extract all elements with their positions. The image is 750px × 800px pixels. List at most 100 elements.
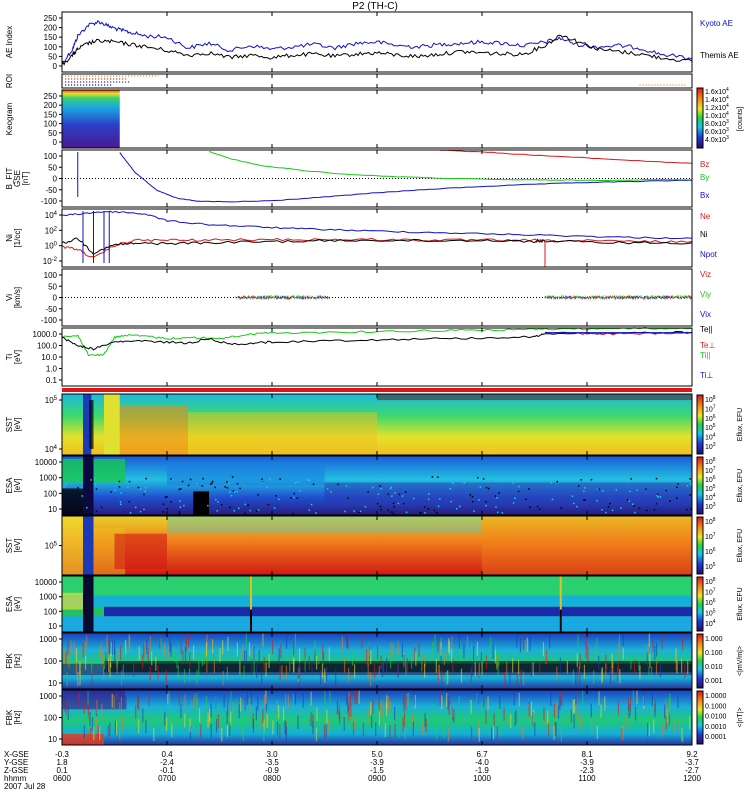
x-axis-row-label: Z-GSE — [4, 766, 28, 775]
density-panel-ytick-label: 102 — [45, 226, 58, 235]
esa-ion-noise — [501, 512, 504, 514]
fbk-e-stripe — [278, 648, 280, 663]
esa-ion-noise — [144, 490, 146, 493]
fbk-b-stripe — [164, 711, 166, 726]
fbk-b-stripe — [446, 693, 448, 708]
fbk-e-stripe — [529, 637, 531, 652]
fbk-b-stripe — [205, 696, 208, 711]
fbk-e-stripe — [222, 640, 224, 655]
fbk-e-stripe — [119, 646, 122, 661]
fbk-b-stripe — [302, 693, 304, 708]
esa-ion-noise — [495, 506, 497, 508]
fbk-b-stripe — [596, 725, 598, 740]
esa-ion-noise — [236, 483, 239, 485]
fbk-e-stripe — [82, 643, 84, 658]
fbk-e-stripe — [576, 653, 578, 668]
fbk-e-stripe — [369, 672, 372, 687]
esa-ion-noise — [473, 510, 475, 512]
temperature-panel-ytick-label: 1000.0 — [33, 330, 58, 339]
fbk-b-stripe — [575, 705, 577, 720]
keogram-colorbar-tick: 4.0x103 — [705, 135, 729, 144]
esa-ion-noise — [380, 488, 382, 490]
fbk-e-stripe — [559, 657, 561, 672]
keogram-colorbar — [696, 87, 704, 149]
fbk-e-stripe — [292, 658, 295, 673]
fbk-e-stripe — [258, 649, 260, 664]
esa-ion-noise — [95, 488, 98, 490]
fbk-e-stripe — [443, 650, 445, 665]
fbk-e-stripe — [252, 645, 254, 660]
fbk-e-stripe — [124, 640, 126, 655]
esa-ion-noise — [478, 499, 480, 501]
fbk-b-stripe — [601, 716, 603, 731]
fbk-e-stripe — [322, 645, 324, 660]
fbk-e-stripe — [261, 670, 263, 685]
fbk-e-colorbar-tick: 0.010 — [705, 664, 723, 671]
velocity-panel-ylabel: [km/s] — [13, 287, 22, 308]
fbk-e-stripe — [281, 665, 283, 680]
fbk-b-stripe — [398, 724, 400, 738]
esa-ion-noise — [476, 476, 479, 479]
fbk-e-stripe — [605, 663, 607, 678]
fbk-e-stripe — [341, 636, 344, 651]
fbk-e-stripe — [324, 668, 326, 683]
temperature-panel-frame — [61, 327, 693, 387]
esa-ion-noise — [590, 478, 593, 481]
fbk-b-stripe — [171, 723, 173, 738]
fbk-b-stripe — [135, 705, 137, 720]
esa-ion-panel-ytick-label: 100 — [44, 489, 58, 498]
esa-ion-noise — [292, 512, 294, 515]
x-axis-row-label: 2007 Jul 28 — [4, 782, 46, 791]
fbk-b-stripe — [667, 709, 669, 724]
esa-elec-panel-ylabel: [eV] — [13, 597, 22, 611]
fbk-b-stripe — [573, 698, 576, 713]
esa-ion-noise — [517, 490, 520, 493]
fbk-e-stripe — [105, 652, 107, 667]
fbk-e-stripe — [403, 654, 405, 669]
fbk-b-stripe — [276, 700, 278, 715]
fbk-b-stripe — [240, 697, 242, 712]
fbk-b-stripe — [200, 724, 202, 739]
esa-ion-noise — [361, 479, 364, 482]
fbk-b-stripe — [348, 716, 351, 731]
fbk-b-stripe — [386, 695, 388, 710]
fbk-e-stripe — [572, 669, 575, 684]
fbk-e-stripe — [652, 638, 654, 653]
fbk-b-stripe — [145, 719, 147, 734]
esa-ion-noise — [347, 497, 349, 499]
esa-ion-noise — [189, 478, 192, 481]
fbk-e-stripe — [516, 633, 518, 648]
fbk-b-stripe — [153, 727, 155, 742]
fbk-e-stripe — [617, 667, 619, 682]
esa-ion-noise — [95, 510, 98, 513]
fbk-b-stripe — [648, 722, 650, 737]
fbk-e-stripe — [585, 644, 587, 659]
fbk-b-stripe — [499, 695, 501, 709]
fbk-e-stripe — [585, 633, 587, 648]
fbk-b-stripe — [87, 715, 90, 730]
esa-ion-noise — [605, 511, 607, 514]
sst-elec-block — [114, 533, 167, 570]
fbk-e-stripe — [347, 635, 349, 650]
fbk-e-stripe — [545, 649, 548, 664]
fbk-e-stripe — [401, 643, 404, 658]
esa-ion-noise — [247, 504, 249, 506]
esa-ion-noise — [269, 478, 271, 480]
fbk-e-stripe — [170, 642, 172, 657]
esa-elec-colorbar-tick: 105 — [705, 609, 716, 618]
fbk-b-stripe — [284, 720, 286, 734]
esa-ion-noise — [401, 495, 404, 497]
fbk-e-stripe — [219, 648, 221, 663]
fbk-e-stripe — [279, 666, 281, 681]
series-npot — [61, 237, 693, 256]
esa-ion-noise — [576, 505, 578, 508]
fbk-b-block — [62, 734, 104, 745]
fbk-b-stripe — [111, 693, 113, 708]
fbk-b-stripe — [547, 710, 549, 725]
fbk-e-stripe — [656, 642, 658, 657]
fbk-b-stripe — [226, 700, 229, 715]
fbk-b-stripe — [215, 719, 218, 733]
fbk-e-stripe — [98, 647, 100, 662]
fbk-b-stripe — [452, 703, 454, 717]
fbk-b-stripe — [310, 691, 312, 706]
